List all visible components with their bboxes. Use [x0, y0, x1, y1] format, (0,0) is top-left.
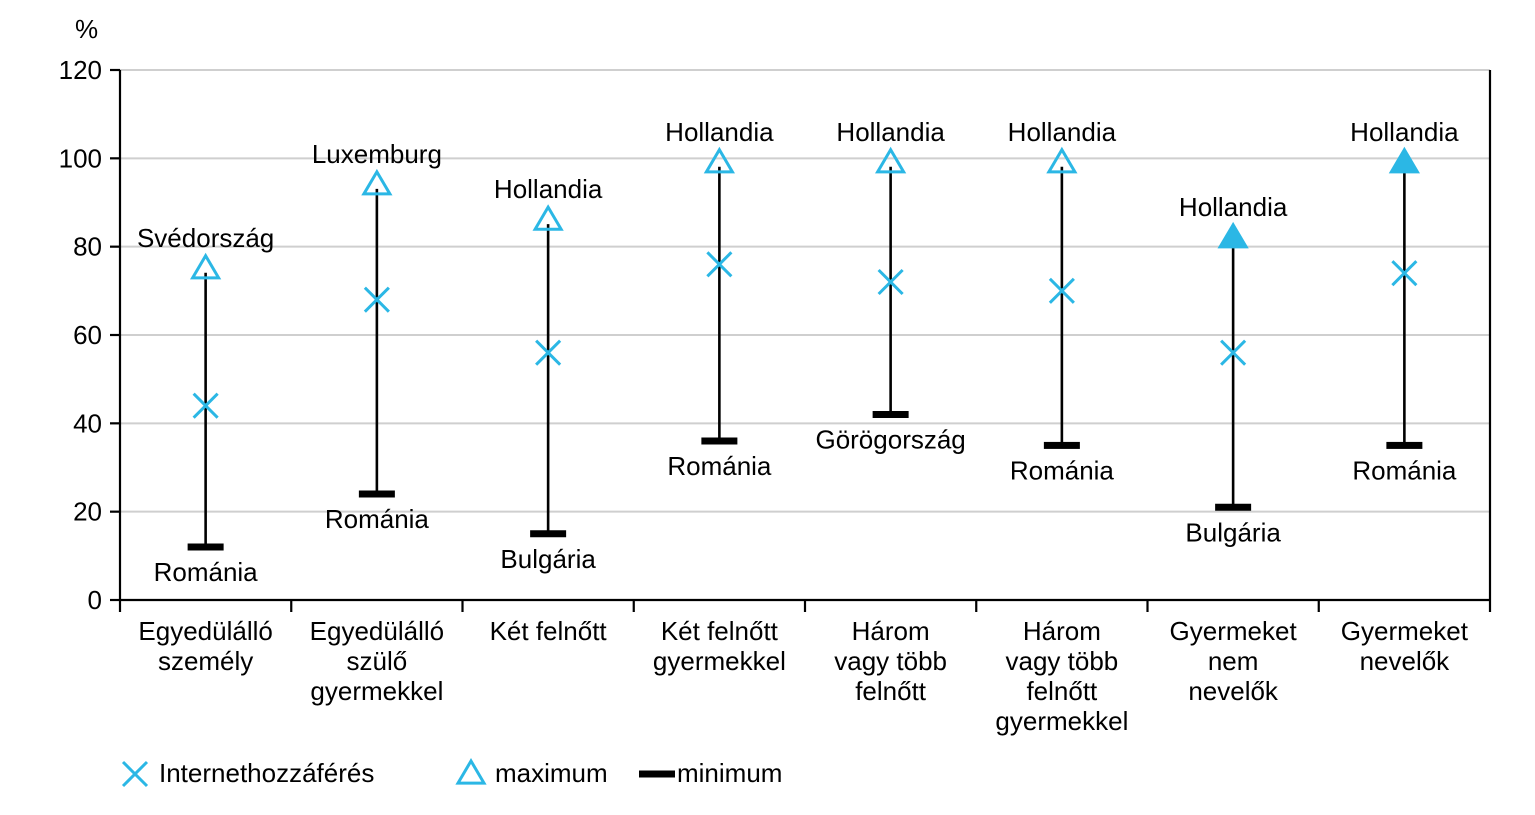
category-label: vagy több: [834, 646, 947, 676]
max-country-label: Luxemburg: [312, 139, 442, 169]
category-label: Egyedülálló: [310, 616, 444, 646]
max-triangle-marker: [1220, 225, 1246, 247]
min-dash-marker: [701, 438, 737, 445]
max-country-label: Svédország: [137, 223, 274, 253]
category-label: gyermekkel: [995, 706, 1128, 736]
range-chart: 0 20 40 60 80 100 120% Svédország Románia Egyedül…: [0, 0, 1535, 815]
max-country-label: Hollandia: [1008, 117, 1117, 147]
y-tick-label: 80: [73, 232, 102, 262]
min-dash-marker: [530, 530, 566, 537]
category-label: nem: [1208, 646, 1259, 676]
min-country-label: Románia: [667, 451, 772, 481]
legend-label: maximum: [495, 758, 608, 788]
max-triangle-marker: [1391, 150, 1417, 172]
min-dash-marker: [1044, 442, 1080, 449]
y-tick-label: 100: [59, 143, 102, 173]
y-tick-label: 120: [59, 55, 102, 85]
category-label: Két felnőtt: [661, 616, 779, 646]
min-country-label: Románia: [1010, 455, 1115, 485]
min-dash-marker: [873, 411, 909, 418]
y-tick-label: 0: [88, 585, 102, 615]
max-country-label: Hollandia: [665, 117, 774, 147]
category-label: Egyedülálló: [138, 616, 272, 646]
max-triangle-marker: [458, 761, 484, 783]
min-dash-marker: [188, 544, 224, 551]
y-tick-label: 20: [73, 497, 102, 527]
min-country-label: Bulgária: [500, 544, 596, 574]
category-label: személy: [158, 646, 253, 676]
category-label: nevelők: [1360, 646, 1451, 676]
y-tick-label: 60: [73, 320, 102, 350]
min-dash-marker: [639, 771, 675, 778]
category-label: Gyermeket: [1341, 616, 1469, 646]
category-label: felnőtt: [1026, 676, 1098, 706]
min-country-label: Románia: [154, 557, 259, 587]
category-label: nevelők: [1188, 676, 1279, 706]
category-label: Három: [1023, 616, 1101, 646]
max-country-label: Hollandia: [494, 174, 603, 204]
legend-label: Internethozzáférés: [159, 758, 374, 788]
min-dash-marker: [1215, 504, 1251, 511]
category-label: vagy több: [1006, 646, 1119, 676]
category-label: Két felnőtt: [490, 616, 608, 646]
max-country-label: Hollandia: [1350, 117, 1459, 147]
category-label: Gyermeket: [1170, 616, 1298, 646]
category-label: felnőtt: [855, 676, 927, 706]
category-label: gyermekkel: [310, 676, 443, 706]
y-axis-unit-label: %: [75, 14, 98, 44]
min-dash-marker: [359, 491, 395, 498]
chart-container: 0 20 40 60 80 100 120% Svédország Románia Egyedül…: [0, 0, 1535, 815]
max-country-label: Hollandia: [836, 117, 945, 147]
category-label: szülő: [347, 646, 408, 676]
y-tick-label: 40: [73, 408, 102, 438]
max-country-label: Hollandia: [1179, 192, 1288, 222]
min-dash-marker: [1386, 442, 1422, 449]
min-country-label: Románia: [1352, 455, 1457, 485]
min-country-label: Bulgária: [1185, 517, 1281, 547]
category-label: Három: [852, 616, 930, 646]
min-country-label: Görögország: [815, 425, 965, 455]
legend-label: minimum: [677, 758, 782, 788]
min-country-label: Románia: [325, 504, 430, 534]
category-label: gyermekkel: [653, 646, 786, 676]
